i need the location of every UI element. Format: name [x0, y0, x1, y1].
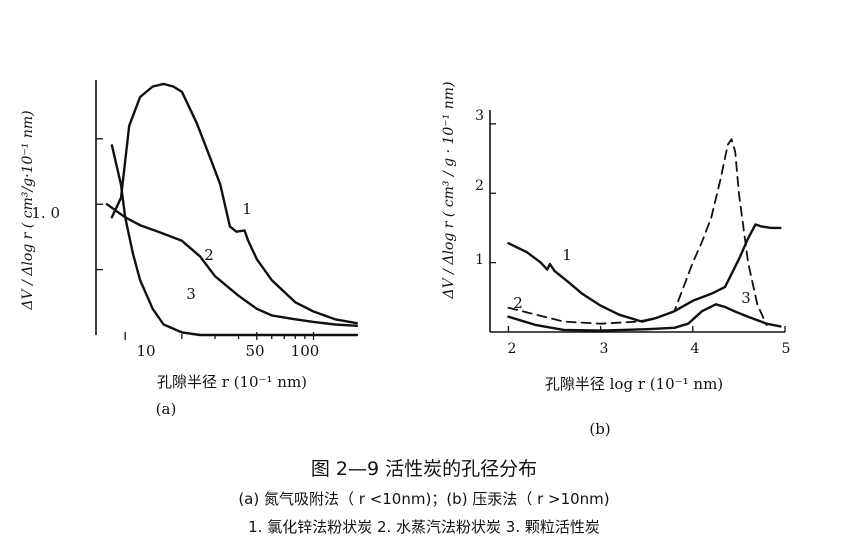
chart-panel-a: 1. 0 10 50 100 1 2 3 ΔV / Δlog r ( cm³/g… [20, 80, 359, 418]
figure-title: 图 2—9 活性炭的孔径分布 [310, 458, 538, 480]
series-label-b-1: 1 [562, 246, 572, 264]
series-label-b-2: 2 [513, 294, 523, 312]
panel-label-b: (b) [589, 420, 610, 438]
series-line-b-3 [507, 303, 782, 332]
tick-marks-a [96, 138, 315, 340]
tick-marks-b [490, 123, 786, 332]
series-line-a-1 [110, 82, 359, 325]
series-label-a-2: 2 [204, 246, 214, 264]
x-tick-label-b-5: 5 [782, 341, 791, 357]
x-axis-label-a: 孔隙半径 r (10⁻¹ nm) [157, 373, 307, 391]
y-tick-label-a-1: 1. 0 [31, 204, 60, 222]
series-label-a-1: 1 [242, 200, 252, 218]
x-tick-label-b-3: 3 [600, 341, 609, 357]
series-line-b-2 [507, 138, 768, 326]
x-tick-label-a-50: 50 [245, 342, 264, 360]
y-tick-label-b-3: 3 [475, 108, 484, 124]
x-axis-label-b: 孔隙半径 log r (10⁻¹ nm) [545, 375, 723, 393]
panel-label-a: (a) [156, 400, 177, 418]
y-axis-label-a: ΔV / Δlog r ( cm³/g·10⁻¹ nm) [20, 110, 36, 310]
series-line-a-3 [110, 144, 359, 337]
curves-a [105, 82, 359, 337]
series-line-a-2 [105, 203, 359, 327]
y-tick-label-b-2: 2 [475, 178, 484, 194]
figure-legend-caption: 1. 氯化锌法粉状炭 2. 水蒸汽法粉状炭 3. 颗粒活性炭 [248, 518, 600, 536]
x-tick-label-a-100: 100 [291, 342, 320, 360]
figure-methods-caption: (a) 氮气吸附法（ r <10nm)；(b) 压汞法（ r >10nm) [238, 490, 610, 508]
chart-panel-b: 1 2 3 2 3 4 5 1 2 3 ΔV / Δlog r ( cm³ / … [441, 82, 790, 439]
series-line-b-1 [507, 223, 782, 323]
y-tick-label-b-1: 1 [475, 252, 484, 268]
y-axis-label-b: ΔV / Δlog r ( cm³ / g · 10⁻¹ nm) [441, 82, 457, 300]
x-tick-label-b-2: 2 [508, 341, 517, 357]
curves-b [507, 138, 782, 332]
series-label-a-3: 3 [186, 285, 196, 303]
x-tick-label-a-10: 10 [136, 342, 155, 360]
x-tick-label-b-4: 4 [691, 341, 700, 357]
series-label-b-3: 3 [741, 289, 751, 307]
